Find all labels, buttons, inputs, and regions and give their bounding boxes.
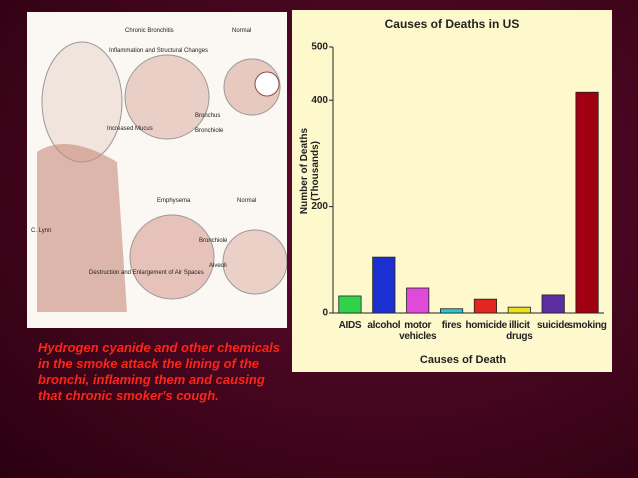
y-axis-title: Number of Deaths (Thousands) [299,127,321,215]
chart-title: Causes of Deaths in US [385,17,520,31]
y-tick-label: 400 [311,95,328,106]
label: Alveoli [209,263,227,269]
y-tick-label: 500 [311,42,328,53]
chart: Causes of Deaths in US Causes of Death 0… [311,17,604,366]
bar [575,91,599,314]
x-tick-label: motor vehicles [399,320,437,342]
label: Bronchiole [199,238,228,244]
x-tick-label: fires [441,320,462,331]
label: Inflammation and Structural Changes [109,48,208,54]
signature: C. Lynn [31,228,51,234]
bar [406,287,430,314]
x-tick-label: smoking [567,320,607,331]
label: Increased Mucus [107,126,153,132]
person [41,41,123,163]
y-tick-label: 0 [322,308,328,319]
label: Bronchus [195,113,220,119]
chart-panel: Causes of Deaths in US Causes of Death 0… [292,10,612,372]
x-tick-label: homicide [465,320,507,331]
bar [372,256,396,314]
label: Destruction and Enlargement of Air Space… [89,270,204,276]
label: Normal [232,28,251,34]
bar [338,295,362,314]
bronchitis-circle [124,54,210,140]
caption: Hydrogen cyanide and other chemicals in … [38,340,281,403]
lungs [37,144,127,312]
label: Chronic Bronchitis [125,28,174,34]
x-tick-label: AIDS [338,320,362,331]
label: Emphysema [157,198,191,204]
normal-alveoli-circle [222,229,287,295]
bar [473,298,498,314]
bar [507,306,531,314]
x-tick-label: suicide [537,320,570,331]
x-tick-label: alcohol [367,320,401,331]
y-tick-label: 200 [311,201,328,212]
x-axis-title: Causes of Death [420,354,506,366]
bar [541,294,565,314]
bar [439,308,464,314]
airway [254,71,280,97]
label: Normal [237,198,256,204]
emphysema-circle [129,214,215,300]
label: Bronchiole [195,128,224,134]
x-tick-label: illicit drugs [506,320,533,342]
illustration: Chronic Bronchitis Normal Inflammation a… [27,12,287,328]
